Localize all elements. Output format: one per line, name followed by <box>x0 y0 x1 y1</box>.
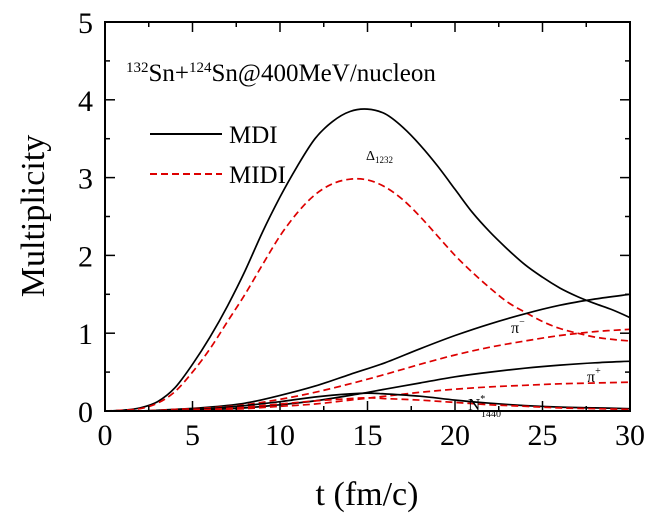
nstar-label-sup: * <box>480 394 485 405</box>
x-tick-label: 30 <box>615 419 645 452</box>
delta-label-sub: 1232 <box>375 155 393 165</box>
series-line-1 <box>104 108 631 412</box>
y-axis-label: Multiplicity <box>15 135 52 297</box>
y-tick-label: 1 <box>78 318 93 351</box>
x-tick-label: 25 <box>528 419 558 452</box>
pi-plus-label-sup: + <box>595 366 601 377</box>
chart-annotation-title: 132Sn+124Sn@400MeV/nucleon <box>126 60 436 87</box>
delta-curve-label: Δ1232 <box>366 149 393 165</box>
y-tick-label: 0 <box>78 396 93 429</box>
x-tick-label: 10 <box>265 419 295 452</box>
legend: MDI MIDI <box>150 122 286 189</box>
nstar-label-sub: 1440 <box>481 409 501 420</box>
y-tick-label: 2 <box>78 240 93 273</box>
annotation-part-2: Sn@400MeV/nucleon <box>212 60 437 87</box>
nstar-label-base: N <box>468 395 480 414</box>
y-tick-label: 5 <box>78 7 93 40</box>
nstar-curve-label: N* 1440 <box>468 394 501 420</box>
mass-number-1: 132 <box>126 60 149 76</box>
series-line-2 <box>104 177 631 412</box>
pi-minus-label-base: π <box>511 320 519 337</box>
annotation-part-1: Sn+ <box>149 60 190 87</box>
y-tick-label: 4 <box>78 85 93 118</box>
pi-minus-label-sup: − <box>519 317 525 328</box>
x-axis-label: t (fm/c) <box>316 476 419 513</box>
x-tick-label: 15 <box>353 419 383 452</box>
series-line-8 <box>104 396 631 412</box>
series-line-4 <box>104 328 631 412</box>
legend-label-midi: MIDI <box>229 162 286 189</box>
delta-label-base: Δ <box>366 149 375 164</box>
series-layer <box>104 108 631 412</box>
y-tick-label: 3 <box>78 163 93 196</box>
x-tick-label: 20 <box>440 419 470 452</box>
x-tick-label: 5 <box>185 419 200 452</box>
x-tick-label: 0 <box>98 419 113 452</box>
legend-label-mdi: MDI <box>229 122 278 149</box>
pi-minus-curve-label: π− <box>511 317 525 337</box>
pi-plus-label-base: π <box>587 369 595 386</box>
ticks-layer: 0 5 10 15 20 25 30 0 1 2 3 4 5 <box>78 7 645 452</box>
mass-number-2: 124 <box>189 60 212 76</box>
pi-plus-curve-label: π+ <box>587 366 601 386</box>
